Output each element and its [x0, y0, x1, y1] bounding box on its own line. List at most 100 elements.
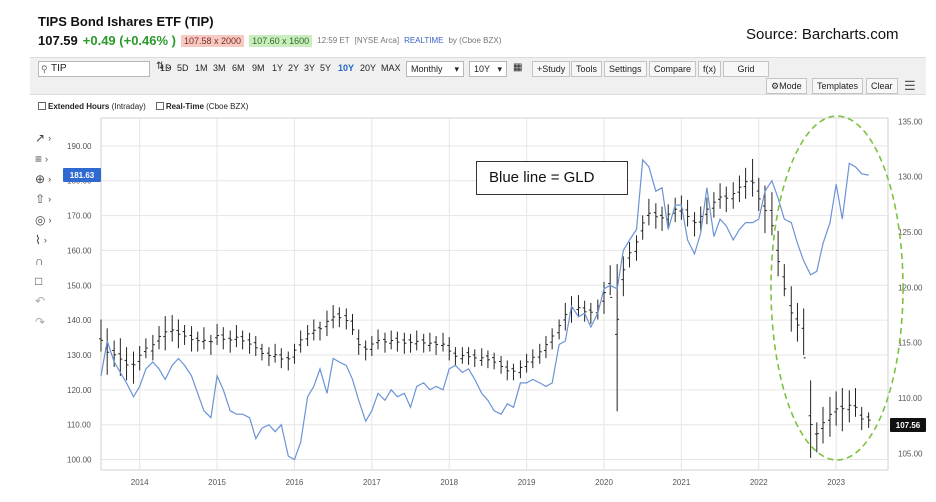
tf-5y[interactable]: 5Y — [320, 63, 332, 73]
overlays — [770, 115, 904, 461]
price-bar — [259, 343, 264, 361]
price-bar — [408, 333, 413, 353]
x-tick-label: 2023 — [827, 478, 845, 487]
tf-3y[interactable]: 3Y — [304, 63, 316, 73]
price-bar — [201, 327, 206, 350]
tf-6m[interactable]: 6M — [232, 63, 245, 73]
right-tick-label: 110.00 — [898, 394, 922, 403]
price-bar — [324, 310, 329, 337]
grid-button[interactable]: Grid — [723, 61, 769, 77]
lock-icon[interactable]: □ — [35, 273, 43, 288]
symbol-input[interactable]: ⚲ TIP — [38, 61, 150, 77]
price-bar — [795, 302, 800, 342]
price-bar — [402, 332, 407, 354]
price-bar — [305, 324, 310, 347]
tf-1d[interactable]: 1D — [160, 63, 172, 73]
right-tick-label: 120.00 — [898, 283, 923, 292]
calendar-icon[interactable]: ▦ — [513, 62, 523, 73]
extended-hours-checkbox[interactable]: Extended Hours (Intraday) — [38, 102, 146, 111]
price-bar — [718, 183, 723, 209]
left-tick-label: 100.00 — [67, 456, 92, 465]
price-bar — [466, 347, 471, 365]
price-bar — [814, 422, 819, 453]
interval-select[interactable]: Monthly ▾ — [406, 61, 464, 77]
price-bar — [524, 353, 529, 373]
right-tick-label: 135.00 — [898, 117, 923, 126]
undo-icon[interactable]: ↶ — [35, 294, 46, 309]
range-select[interactable]: 10Y ▾ — [469, 61, 507, 77]
extended-hours-note: (Intraday) — [111, 102, 146, 111]
price-bar — [363, 340, 368, 361]
add-study-button[interactable]: +Study — [532, 61, 571, 77]
x-tick-label: 2015 — [208, 478, 226, 487]
x-tick-label: 2019 — [518, 478, 536, 487]
x-tick-label: 2022 — [750, 478, 768, 487]
real-time-checkbox[interactable]: Real-Time (Cboe BZX) — [155, 102, 248, 111]
templates-button[interactable]: Templates — [812, 78, 864, 94]
price-bar — [704, 197, 709, 225]
tf-10y[interactable]: 10Y — [338, 63, 355, 73]
symbol-value: TIP — [51, 63, 67, 74]
price-bar — [847, 390, 852, 423]
exchange-label: [NYSE Arca] — [354, 36, 400, 45]
tools-button[interactable]: Tools — [571, 61, 603, 77]
target-icon[interactable]: ◎ › — [35, 212, 52, 227]
gld-line — [100, 158, 869, 461]
price-bar — [511, 363, 516, 381]
price-bar — [376, 329, 381, 350]
tf-max[interactable]: MAX — [381, 63, 401, 73]
price-bar — [640, 215, 645, 240]
line-tool-icon[interactable]: ↗ › — [35, 131, 52, 146]
price-bar — [182, 324, 187, 345]
price-bar — [724, 186, 729, 213]
price-bar — [421, 333, 426, 353]
tf-2y[interactable]: 2Y — [288, 63, 300, 73]
mode-button[interactable]: ⚙Mode — [766, 78, 807, 94]
settings-button[interactable]: Settings — [604, 61, 647, 77]
price-bar — [853, 388, 858, 417]
crosshair-icon[interactable]: ⊕ › — [35, 171, 52, 186]
price-bar — [485, 350, 490, 369]
redo-icon[interactable]: ↷ — [35, 314, 46, 329]
pattern-tool-icon[interactable]: ⌇ › — [35, 233, 47, 248]
last-price: 107.59 — [38, 33, 78, 48]
price-bar — [737, 175, 742, 203]
price-bar — [344, 308, 349, 330]
tf-5d[interactable]: 5D — [177, 63, 189, 73]
tf-3m[interactable]: 3M — [213, 63, 226, 73]
fx-button[interactable]: f(x) — [698, 61, 721, 77]
price-bar — [131, 351, 136, 384]
hamburger-menu-icon[interactable]: ☰ — [904, 78, 916, 93]
tf-1m[interactable]: 1M — [195, 63, 208, 73]
price-bar — [776, 230, 781, 277]
right-tick-label: 105.00 — [898, 449, 923, 458]
compare-symbol-icon[interactable]: ⇅⌄ — [156, 61, 173, 72]
price-bar — [731, 182, 736, 209]
price-bar — [331, 305, 336, 329]
price-bar — [292, 343, 297, 364]
tf-1y[interactable]: 1Y — [272, 63, 284, 73]
tf-20y[interactable]: 20Y — [360, 63, 377, 73]
price-bar — [266, 347, 271, 366]
x-tick-label: 2020 — [595, 478, 613, 487]
price-bar — [286, 351, 291, 371]
clear-button[interactable]: Clear — [866, 78, 898, 94]
magnet-icon[interactable]: ∩ — [35, 253, 44, 268]
price-bar — [750, 158, 755, 197]
price-bar — [170, 315, 175, 342]
compare-button[interactable]: Compare — [649, 61, 697, 77]
price-bar — [118, 338, 123, 376]
price-bar — [789, 286, 794, 332]
price-bar — [646, 198, 651, 226]
range-value: 10Y — [474, 64, 491, 74]
price-bar — [472, 349, 477, 368]
price-tags: 181.63 107.56 — [63, 168, 926, 433]
tf-9m[interactable]: 9M — [252, 63, 265, 73]
arrow-up-icon[interactable]: ⇧ › — [35, 192, 52, 207]
fib-tool-icon[interactable]: ≡ › — [35, 151, 49, 166]
x-tick-label: 2018 — [440, 478, 458, 487]
price-bar — [479, 348, 484, 366]
price-bar — [337, 307, 342, 328]
left-tick-label: 110.00 — [67, 421, 91, 430]
